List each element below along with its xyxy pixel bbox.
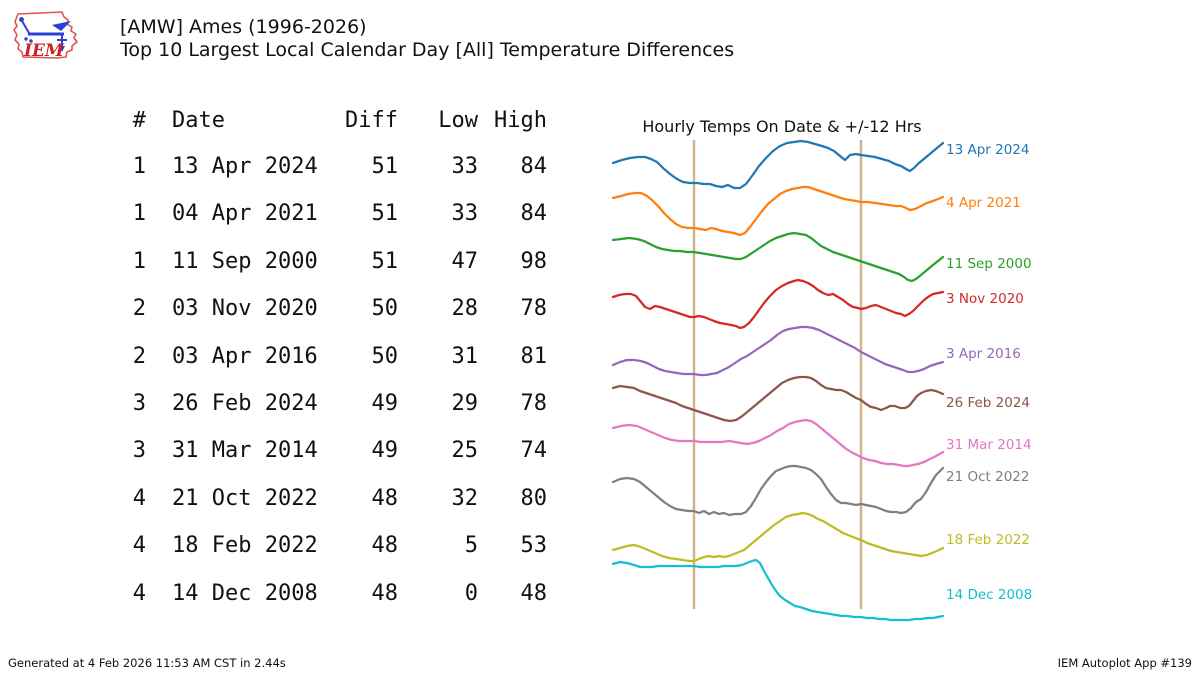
cell-date: 03 Nov 2020	[172, 296, 318, 321]
series-label-4: 3 Apr 2016	[946, 346, 1021, 362]
table-row: 1 04 Apr 2021 51 33 84	[120, 201, 550, 227]
column-header-date: Date	[172, 108, 225, 133]
cell-diff: 50	[371, 344, 399, 369]
cell-low: 33	[451, 154, 479, 179]
series-line-5	[611, 375, 945, 423]
cell-rank: 1	[132, 201, 146, 226]
page-title: [AMW] Ames (1996-2026) Top 10 Largest Lo…	[120, 16, 734, 62]
cell-rank: 3	[132, 391, 146, 416]
cell-high: 84	[520, 154, 548, 179]
series-label-5: 26 Feb 2024	[946, 395, 1030, 411]
logo-iem-text: IEM	[23, 41, 65, 61]
cell-rank: 4	[132, 533, 146, 558]
series-line-1	[611, 185, 945, 237]
column-header-rank: #	[132, 108, 146, 133]
cell-low: 29	[451, 391, 479, 416]
series-line-8	[611, 511, 945, 563]
cell-diff: 48	[371, 533, 399, 558]
table-row: 1 13 Apr 2024 51 33 84	[120, 154, 550, 180]
cell-date: 13 Apr 2024	[172, 154, 318, 179]
cell-rank: 2	[132, 296, 146, 321]
series-line-4	[611, 325, 945, 377]
cell-diff: 51	[371, 201, 399, 226]
cell-high: 74	[520, 438, 548, 463]
cell-diff: 48	[371, 581, 399, 606]
table-row: 4 21 Oct 2022 48 32 80	[120, 486, 550, 512]
series-label-2: 11 Sep 2000	[946, 256, 1032, 272]
series-label-6: 31 Mar 2014	[946, 437, 1032, 453]
cell-rank: 4	[132, 581, 146, 606]
cell-low: 31	[451, 344, 479, 369]
plot-title: Top 10 Largest Local Calendar Day [All] …	[120, 39, 735, 61]
series-line-3	[611, 278, 945, 330]
cell-high: 78	[520, 296, 548, 321]
cell-rank: 4	[132, 486, 146, 511]
series-line-7	[611, 464, 945, 517]
cell-high: 81	[520, 344, 548, 369]
cell-date: 18 Feb 2022	[172, 533, 318, 558]
cell-date: 31 Mar 2014	[172, 438, 318, 463]
cell-low: 32	[451, 486, 479, 511]
cell-diff: 51	[371, 249, 399, 274]
table-row: 3 31 Mar 2014 49 25 74	[120, 438, 550, 464]
cell-date: 14 Dec 2008	[172, 581, 318, 606]
cell-high: 84	[520, 201, 548, 226]
cell-date: 04 Apr 2021	[172, 201, 318, 226]
series-line-9	[611, 558, 945, 622]
cell-high: 80	[520, 486, 548, 511]
cell-high: 98	[520, 249, 548, 274]
cell-date: 11 Sep 2000	[172, 249, 318, 274]
chart-title: Hourly Temps On Date & +/-12 Hrs	[642, 117, 922, 136]
footer-generated-text: Generated at 4 Feb 2026 11:53 AM CST in …	[8, 656, 286, 670]
column-header-high: High	[494, 108, 547, 133]
logo-weathervane-icon	[19, 17, 71, 52]
series-label-8: 18 Feb 2022	[946, 532, 1030, 548]
series-line-2	[611, 231, 945, 283]
cell-rank: 1	[132, 249, 146, 274]
cell-diff: 51	[371, 154, 399, 179]
cell-rank: 2	[132, 344, 146, 369]
series-line-0	[611, 139, 945, 190]
iem-logo: IEM	[13, 11, 78, 61]
cell-low: 33	[451, 201, 479, 226]
series-label-1: 4 Apr 2021	[946, 195, 1021, 211]
cell-diff: 49	[371, 391, 399, 416]
cell-low: 0	[464, 581, 478, 606]
table-row: 2 03 Nov 2020 50 28 78	[120, 296, 550, 322]
cell-high: 48	[520, 581, 548, 606]
series-label-7: 21 Oct 2022	[946, 469, 1029, 485]
cell-high: 78	[520, 391, 548, 416]
column-header-low: Low	[438, 108, 478, 133]
cell-date: 21 Oct 2022	[172, 486, 318, 511]
cell-date: 26 Feb 2024	[172, 391, 318, 416]
table-row: 1 11 Sep 2000 51 47 98	[120, 249, 550, 275]
cell-date: 03 Apr 2016	[172, 344, 318, 369]
series-label-9: 14 Dec 2008	[946, 587, 1032, 603]
table-row: 2 03 Apr 2016 50 31 81	[120, 344, 550, 370]
cell-diff: 49	[371, 438, 399, 463]
station-title: [AMW] Ames (1996-2026)	[120, 16, 367, 38]
cell-low: 28	[451, 296, 479, 321]
table-header-row: # Date Diff Low High	[120, 108, 550, 134]
series-label-3: 3 Nov 2020	[946, 291, 1024, 307]
series-label-0: 13 Apr 2024	[946, 142, 1029, 158]
cell-diff: 50	[371, 296, 399, 321]
cell-diff: 48	[371, 486, 399, 511]
column-header-diff: Diff	[345, 108, 398, 133]
series-line-6	[611, 418, 945, 468]
table-row: 4 18 Feb 2022 48 5 53	[120, 533, 550, 559]
cell-rank: 1	[132, 154, 146, 179]
table-row: 4 14 Dec 2008 48 0 48	[120, 581, 550, 607]
cell-rank: 3	[132, 438, 146, 463]
cell-high: 53	[520, 533, 548, 558]
cell-low: 5	[464, 533, 478, 558]
table-row: 3 26 Feb 2024 49 29 78	[120, 391, 550, 417]
cell-low: 25	[451, 438, 479, 463]
footer-app-text: IEM Autoplot App #139	[1057, 656, 1192, 670]
cell-low: 47	[451, 249, 479, 274]
